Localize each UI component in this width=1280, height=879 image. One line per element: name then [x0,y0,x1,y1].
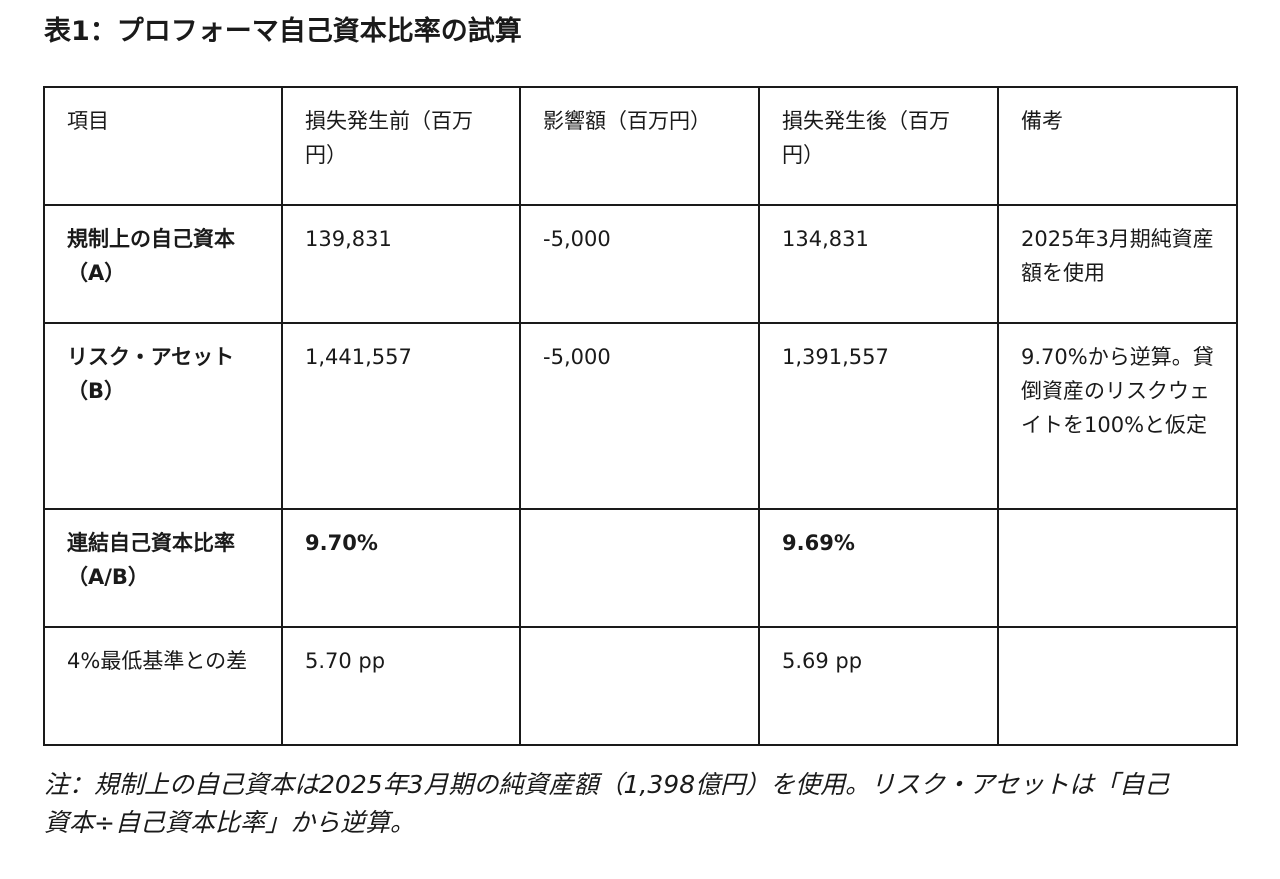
cell-capital-remark: 2025年3月期純資産額を使用 [997,204,1238,324]
cell-ratio-before: 9.70% [281,508,521,628]
cell-diff-remark [997,626,1238,746]
cell-diff-impact [519,626,760,746]
table-footnote: 注：規制上の自己資本は2025年3月期の純資産額（1,398億円）を使用。リスク… [44,770,1170,837]
cell-ratio-impact [519,508,760,628]
header-remarks: 備考 [997,86,1238,206]
row-label-capital-ratio: 連結自己資本比率（A/B） [43,508,283,628]
row-label-min-diff: 4%最低基準との差 [43,626,283,746]
cell-rwa-before: 1,441,557 [281,322,521,510]
pro-forma-capital-ratio-table: 項目 損失発生前（百万円） 影響額（百万円） 損失発生後（百万円） 備考 規制上… [43,86,1238,746]
row-label-regulatory-capital: 規制上の自己資本（A） [43,204,283,324]
cell-diff-after: 5.69 pp [758,626,999,746]
header-item: 項目 [43,86,283,206]
cell-capital-impact: -5,000 [519,204,760,324]
row-label-risk-assets: リスク・アセット（B） [43,322,283,510]
table-row: 規制上の自己資本（A） 139,831 -5,000 134,831 2025年… [43,204,1238,324]
header-impact: 影響額（百万円） [519,86,760,206]
cell-diff-before: 5.70 pp [281,626,521,746]
cell-rwa-remark: 9.70%から逆算。貸倒資産のリスクウェイトを100%と仮定 [997,322,1238,510]
table-title: 表1：プロフォーマ自己資本比率の試算 [44,16,522,47]
cell-rwa-after: 1,391,557 [758,322,999,510]
table-header-row: 項目 損失発生前（百万円） 影響額（百万円） 損失発生後（百万円） 備考 [43,86,1238,206]
header-before-loss: 損失発生前（百万円） [281,86,521,206]
table-row: 連結自己資本比率（A/B） 9.70% 9.69% [43,508,1238,628]
cell-rwa-impact: -5,000 [519,322,760,510]
cell-capital-before: 139,831 [281,204,521,324]
header-after-loss: 損失発生後（百万円） [758,86,999,206]
cell-ratio-after: 9.69% [758,508,999,628]
cell-ratio-remark [997,508,1238,628]
table-row: リスク・アセット（B） 1,441,557 -5,000 1,391,557 9… [43,322,1238,510]
table-row: 4%最低基準との差 5.70 pp 5.69 pp [43,626,1238,746]
cell-capital-after: 134,831 [758,204,999,324]
